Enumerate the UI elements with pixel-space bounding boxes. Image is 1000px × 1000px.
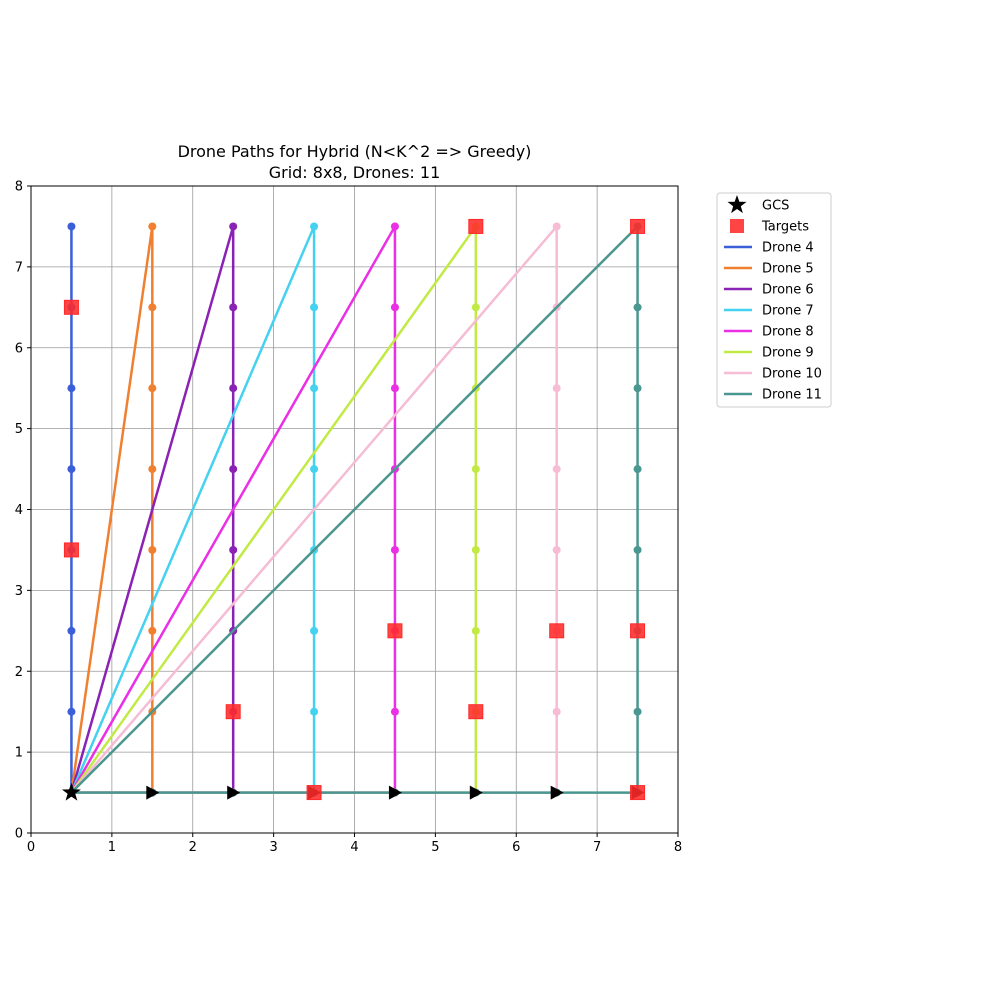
legend-drone-9-label: Drone 9 [762,346,814,361]
y-tick-label: 3 [15,584,23,599]
drone-9-waypoint [471,545,480,554]
x-tick-label: 4 [350,840,358,855]
drone-11-waypoint [633,303,642,312]
chart-title-line-2: Grid: 8x8, Drones: 11 [269,163,441,182]
drone-5-waypoint [148,465,157,474]
drone-6-waypoint [229,465,238,474]
legend-gcs-label: GCS [762,199,789,214]
y-tick-label: 6 [15,341,23,356]
markers [61,218,646,801]
target-marker [630,785,646,801]
x-tick-label: 0 [27,840,35,855]
x-tick-label: 1 [108,840,116,855]
target-marker [63,299,79,315]
direction-arrow-marker [388,785,402,800]
legend-targets-symbol [730,219,744,233]
y-tick-label: 4 [15,503,23,518]
drone-8-waypoint [390,707,399,716]
drone-7-waypoint [310,465,319,474]
drone-11-waypoint [633,707,642,716]
target-marker [387,623,403,639]
legend-drone-7-label: Drone 7 [762,304,814,319]
drone-9-waypoint [471,465,480,474]
drone-6-waypoint [229,222,238,231]
drone-paths [67,222,642,797]
y-tick-label: 1 [15,746,23,761]
legend-gcs-symbol [727,195,747,214]
target-marker [630,623,646,639]
direction-arrow-marker [146,785,160,800]
x-tick-label: 8 [674,840,682,855]
direction-arrow-marker [227,785,241,800]
target-marker [468,218,484,234]
target-marker [306,785,322,801]
x-tick-label: 2 [189,840,197,855]
legend-targets-label: Targets [761,220,809,235]
drone-8-waypoint [390,545,399,554]
drone-11-waypoint [633,545,642,554]
drone-4-waypoint [67,384,76,393]
legend-drone-4-label: Drone 4 [762,241,814,256]
drone-6-waypoint [229,545,238,554]
target-marker [225,704,241,720]
legend-drone-10-label: Drone 10 [762,367,822,382]
drone-6-waypoint [229,384,238,393]
y-tick-label: 8 [15,180,23,195]
drone-8-waypoint [390,222,399,231]
drone-7-waypoint [310,384,319,393]
drone-8-waypoint [390,303,399,312]
y-tick-label: 2 [15,665,23,680]
drone-11-waypoint [633,384,642,393]
y-tick-label: 7 [15,260,23,275]
direction-arrow-marker [550,785,564,800]
drone-4-waypoint [67,465,76,474]
drone-10-waypoint [552,465,561,474]
drone-4-waypoint [67,222,76,231]
target-marker [63,542,79,558]
legend-drone-11-label: Drone 11 [762,388,822,403]
target-marker [468,704,484,720]
legend-drone-5-label: Drone 5 [762,262,814,277]
drone-4-waypoint [67,626,76,635]
drone-7-waypoint [310,626,319,635]
legend-drone-8-label: Drone 8 [762,325,814,340]
legend: GCS Targets Drone 4 Drone 5 Drone 6 Drone 7 Dr… [716,192,832,408]
direction-arrow-marker [469,785,483,800]
drone-8-waypoint [390,384,399,393]
drone-5-waypoint [148,222,157,231]
drone-11-waypoint [633,465,642,474]
drone-9-waypoint [471,303,480,312]
drone-7-waypoint [310,707,319,716]
x-tick-label: 5 [431,840,439,855]
target-marker [549,623,565,639]
drone-5-waypoint [148,545,157,554]
drone-5-waypoint [148,626,157,635]
legend-drone-6-label: Drone 6 [762,283,814,298]
chart-title-line-1: Drone Paths for Hybrid (N<K^2 => Greedy) [178,142,532,161]
gcs-star-marker [61,782,81,801]
plot-frame [30,185,679,834]
drone-4-waypoint [67,707,76,716]
axis-ticks: 0 1 2 3 4 5 6 7 8 0 1 2 3 4 5 6 7 8 [15,180,682,856]
drone-9-waypoint [471,626,480,635]
x-tick-label: 3 [269,840,277,855]
drone-10-waypoint [552,707,561,716]
drone-10-waypoint [552,545,561,554]
y-tick-label: 0 [15,827,23,842]
drone-5-waypoint [148,384,157,393]
drone-7-waypoint [310,222,319,231]
x-tick-label: 6 [512,840,520,855]
drone-7-waypoint [310,303,319,312]
y-tick-label: 5 [15,422,23,437]
drone-11-path [70,225,639,794]
drone-5-waypoint [148,303,157,312]
drone-10-waypoint [552,222,561,231]
drone-6-waypoint [229,303,238,312]
target-marker [630,218,646,234]
drone-10-waypoint [552,384,561,393]
x-tick-label: 7 [593,840,601,855]
